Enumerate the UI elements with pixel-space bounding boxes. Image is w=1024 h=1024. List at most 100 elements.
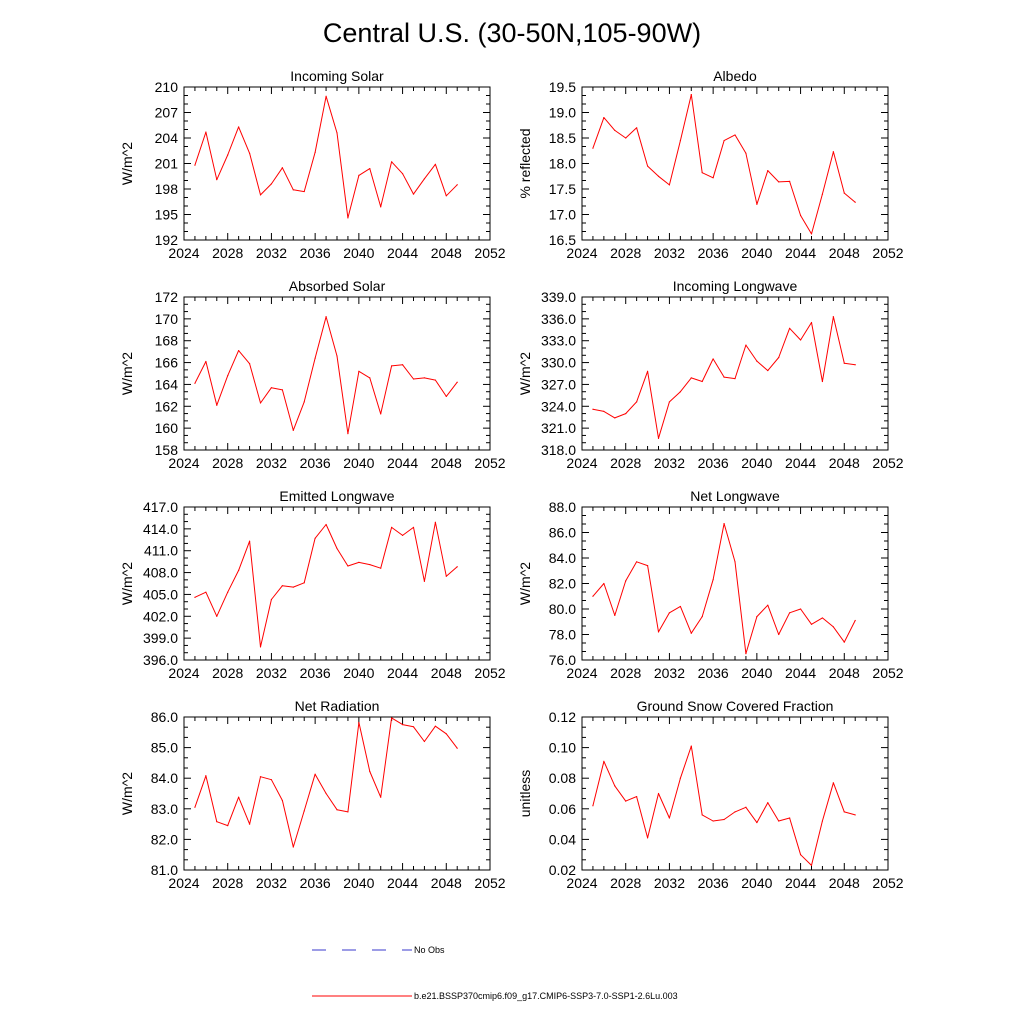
series-line	[194, 95, 458, 219]
y-tick-label: 0.04	[549, 831, 576, 847]
data-point	[679, 605, 681, 608]
data-point	[401, 364, 404, 366]
y-tick-label: 158	[155, 442, 179, 458]
y-tick-label: 160	[155, 420, 179, 436]
panel-title: Incoming Solar	[290, 68, 384, 84]
data-point	[401, 724, 404, 726]
data-point	[657, 437, 660, 439]
data-point	[227, 154, 229, 156]
data-point	[767, 802, 769, 804]
data-point	[325, 316, 327, 318]
x-tick-label: 2044	[387, 665, 418, 681]
x-tick-label: 2024	[566, 245, 597, 261]
data-point	[799, 214, 802, 217]
data-point	[690, 745, 692, 747]
x-tick-label: 2048	[829, 665, 860, 681]
x-tick-label: 2036	[300, 875, 331, 891]
data-point	[259, 646, 262, 648]
data-point	[314, 151, 316, 154]
y-tick-label: 405.0	[143, 586, 178, 602]
data-point	[854, 364, 856, 366]
data-point	[854, 201, 856, 203]
y-tick-label: 168	[155, 333, 179, 349]
data-point	[248, 152, 251, 154]
panel-2: Absorbed Solar W/m^2 2024 2028 2032 2036 2040 2…	[119, 278, 506, 471]
data-point	[767, 170, 769, 172]
data-point	[821, 193, 824, 195]
data-point	[636, 127, 638, 129]
x-tick-label: 2040	[741, 455, 772, 471]
data-point	[789, 612, 791, 614]
data-point	[314, 773, 316, 775]
x-tick-label: 2048	[431, 665, 462, 681]
data-point	[391, 365, 393, 367]
data-point	[216, 179, 218, 181]
data-point	[614, 129, 616, 131]
x-tick-label: 2044	[785, 455, 816, 471]
data-point	[423, 178, 426, 180]
y-tick-label: 166	[155, 355, 179, 371]
data-point	[603, 582, 605, 585]
x-tick-label: 2040	[741, 245, 772, 261]
data-point	[799, 339, 802, 341]
x-tick-label: 2036	[698, 245, 729, 261]
series-line	[592, 745, 856, 866]
y-axis-label: W/m^2	[119, 142, 135, 185]
data-point	[778, 633, 780, 636]
y-tick-label: 210	[155, 79, 179, 95]
data-point	[789, 180, 791, 182]
data-point	[592, 408, 594, 410]
data-point	[380, 413, 382, 415]
y-tick-label: 0.12	[549, 709, 576, 725]
y-tick-label: 78.0	[549, 627, 576, 643]
data-point	[259, 776, 262, 778]
data-point	[657, 175, 660, 177]
data-point	[292, 189, 294, 191]
data-point	[668, 817, 671, 819]
data-point	[358, 174, 360, 176]
x-tick-label: 2024	[566, 875, 597, 891]
series-line	[592, 94, 856, 235]
panel-title: Absorbed Solar	[289, 278, 386, 294]
panel-1: Albedo % reflected 2024 2028 2032 2036 2040 204…	[517, 68, 904, 261]
x-tick-label: 2044	[387, 875, 418, 891]
x-tick-label: 2028	[212, 875, 243, 891]
x-tick-label: 2036	[300, 455, 331, 471]
x-tick-label: 2048	[829, 455, 860, 471]
data-point	[614, 417, 616, 419]
x-tick-label: 2048	[431, 245, 462, 261]
data-point	[625, 800, 627, 802]
data-point	[205, 591, 207, 593]
data-point	[832, 626, 834, 628]
data-point	[701, 814, 703, 816]
data-point	[238, 796, 240, 798]
y-tick-label: 19.0	[549, 105, 576, 121]
x-tick-label: 2048	[431, 875, 462, 891]
data-point	[325, 523, 327, 526]
data-point	[668, 612, 671, 614]
x-tick-label: 2024	[168, 455, 199, 471]
data-point	[205, 360, 207, 363]
data-point	[679, 777, 681, 779]
x-tick-label: 2048	[829, 245, 860, 261]
data-point	[412, 193, 415, 195]
y-axis-label: W/m^2	[517, 352, 533, 395]
data-point	[248, 363, 251, 365]
panel-title: Net Longwave	[690, 488, 780, 504]
y-tick-label: 318.0	[541, 442, 576, 458]
data-point	[412, 526, 415, 529]
y-axis-label: unitless	[517, 770, 533, 817]
data-point	[292, 846, 294, 848]
plot-frame	[183, 86, 491, 241]
data-point	[303, 190, 305, 193]
data-point	[401, 173, 404, 175]
y-tick-label: 19.5	[549, 79, 576, 95]
data-point	[625, 580, 627, 582]
x-tick-label: 2036	[698, 875, 729, 891]
x-tick-label: 2028	[610, 455, 641, 471]
data-point	[445, 395, 447, 398]
data-point	[668, 184, 671, 186]
data-point	[690, 377, 692, 379]
y-tick-label: 201	[155, 156, 179, 172]
data-point	[281, 585, 283, 587]
